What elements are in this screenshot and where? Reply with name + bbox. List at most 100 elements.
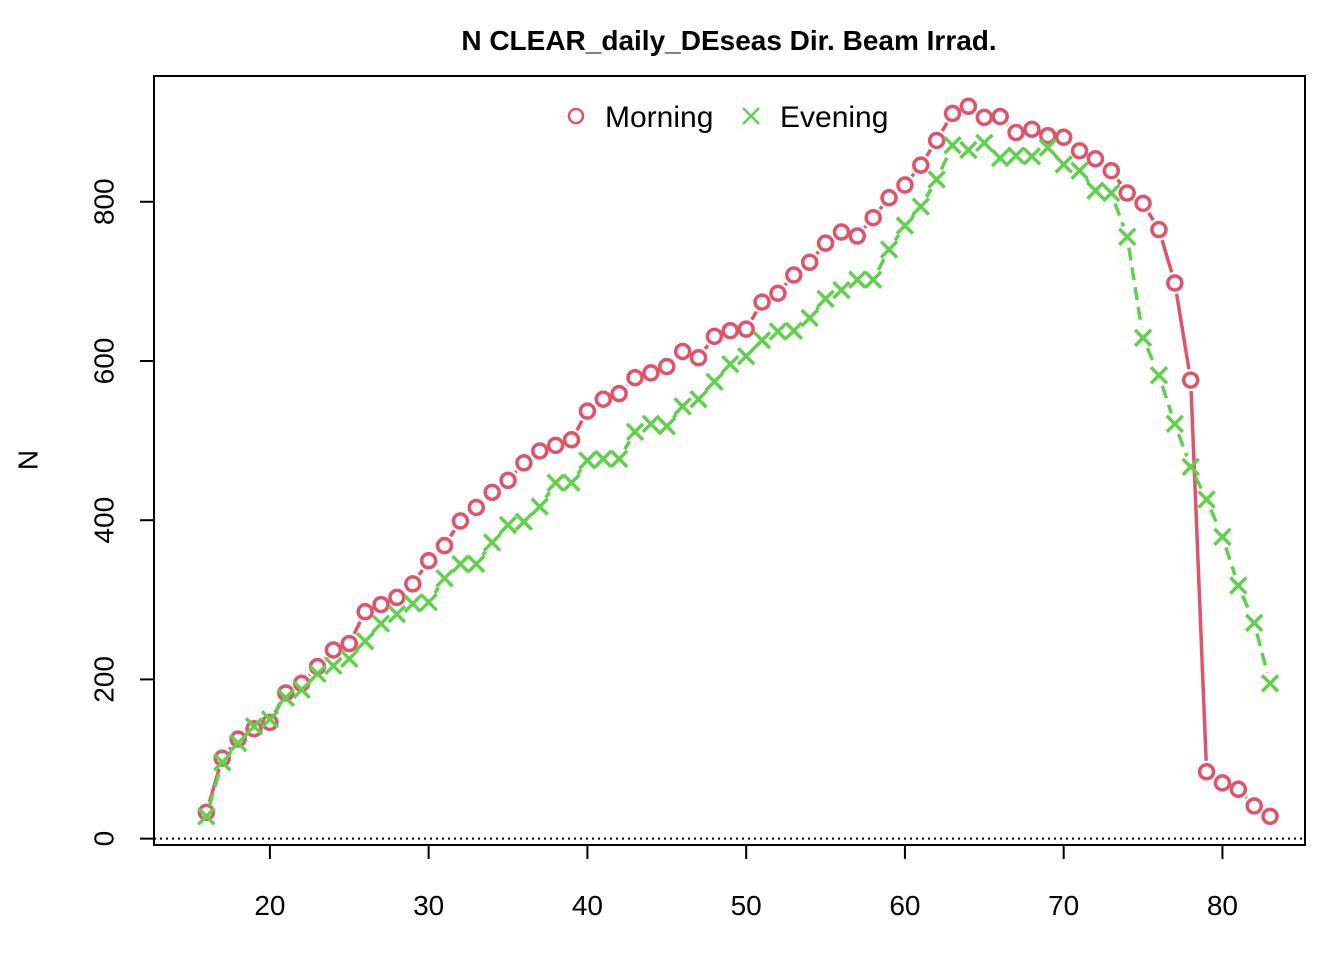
data-point xyxy=(689,349,708,367)
data-point xyxy=(784,321,804,340)
data-point xyxy=(388,588,406,607)
data-point xyxy=(1086,181,1105,200)
data-point xyxy=(387,604,407,624)
data-point xyxy=(848,227,867,245)
series-segment xyxy=(433,586,440,595)
x-tick-label: 50 xyxy=(731,890,762,921)
legend: Morning Evening xyxy=(567,101,888,134)
data-point xyxy=(737,320,755,338)
x-tick-label: 40 xyxy=(572,890,603,921)
data-point xyxy=(1133,328,1153,348)
data-point xyxy=(721,321,740,340)
series-segment xyxy=(1145,347,1157,366)
series-segment xyxy=(815,306,820,311)
x-tick-label: 60 xyxy=(889,890,920,921)
data-point xyxy=(1197,763,1216,781)
data-point xyxy=(372,595,390,614)
series-segment xyxy=(1085,178,1090,184)
data-point xyxy=(562,473,581,493)
series-segment xyxy=(1127,247,1144,328)
data-point xyxy=(245,720,263,738)
data-point xyxy=(498,515,518,535)
series-segment xyxy=(514,469,518,474)
data-point xyxy=(895,216,915,235)
data-point xyxy=(927,170,946,189)
series-segment xyxy=(1255,633,1269,674)
data-point xyxy=(657,417,677,436)
data-point xyxy=(482,533,502,552)
data-point xyxy=(1006,146,1026,165)
x-tick-label: 20 xyxy=(254,890,285,921)
series-segment xyxy=(878,205,884,211)
data-point xyxy=(609,449,629,469)
x-tick-label: 30 xyxy=(413,890,444,921)
data-point xyxy=(340,634,359,653)
data-point xyxy=(768,322,788,341)
data-point xyxy=(435,536,454,555)
data-point xyxy=(1213,527,1232,547)
series-segment xyxy=(623,440,631,451)
data-point xyxy=(1229,780,1248,799)
data-point xyxy=(1166,274,1184,292)
data-point xyxy=(308,664,327,684)
data-point xyxy=(451,554,470,574)
data-point xyxy=(404,575,422,593)
series-segment xyxy=(417,568,424,576)
series-segment xyxy=(1113,202,1126,228)
data-point xyxy=(673,397,692,416)
data-point xyxy=(1118,184,1136,202)
data-point xyxy=(658,357,676,376)
data-point xyxy=(1149,366,1169,385)
data-point xyxy=(832,223,851,241)
data-point xyxy=(546,436,565,455)
data-point xyxy=(911,197,931,216)
data-point xyxy=(673,342,692,361)
data-point xyxy=(594,390,613,408)
y-axis: 0 200 400 600 800 xyxy=(88,178,155,846)
series-segment xyxy=(307,673,312,677)
series-segment xyxy=(910,172,916,178)
series-segment xyxy=(1244,796,1248,800)
data-point xyxy=(578,451,597,470)
series-segment xyxy=(939,154,950,171)
series-segment xyxy=(940,122,949,132)
data-point xyxy=(959,97,978,116)
data-point xyxy=(753,293,771,311)
data-point xyxy=(1229,576,1248,595)
series-segment xyxy=(1160,239,1174,273)
data-point xyxy=(975,133,994,153)
data-point xyxy=(1007,123,1025,142)
legend-evening-label: Evening xyxy=(780,101,888,134)
series-segment xyxy=(703,344,710,350)
series-segment xyxy=(815,250,820,255)
series-segment xyxy=(672,413,678,419)
data-point xyxy=(530,497,550,516)
x-tick-label: 70 xyxy=(1048,890,1079,921)
y-axis-label: N xyxy=(12,450,43,470)
data-point xyxy=(546,473,565,493)
data-point xyxy=(769,284,787,303)
data-point xyxy=(1181,371,1200,389)
series-evening xyxy=(197,133,1280,826)
data-point xyxy=(990,148,1010,168)
series-segment xyxy=(1189,391,1208,761)
series-segment xyxy=(1160,385,1174,414)
series-layer xyxy=(197,97,1280,826)
data-point xyxy=(705,327,724,346)
data-point xyxy=(515,454,533,472)
data-point xyxy=(1102,161,1121,180)
data-point xyxy=(1102,183,1121,203)
data-point xyxy=(1086,150,1105,168)
data-point xyxy=(197,803,216,822)
data-point xyxy=(324,656,343,676)
data-point xyxy=(863,270,883,290)
series-segment xyxy=(1193,475,1204,491)
series-segment xyxy=(207,772,221,807)
data-point xyxy=(896,176,914,194)
data-point xyxy=(578,402,597,420)
data-point xyxy=(785,266,803,284)
y-tick-label: 800 xyxy=(88,178,119,225)
data-point xyxy=(912,156,930,174)
data-point xyxy=(1038,138,1058,157)
